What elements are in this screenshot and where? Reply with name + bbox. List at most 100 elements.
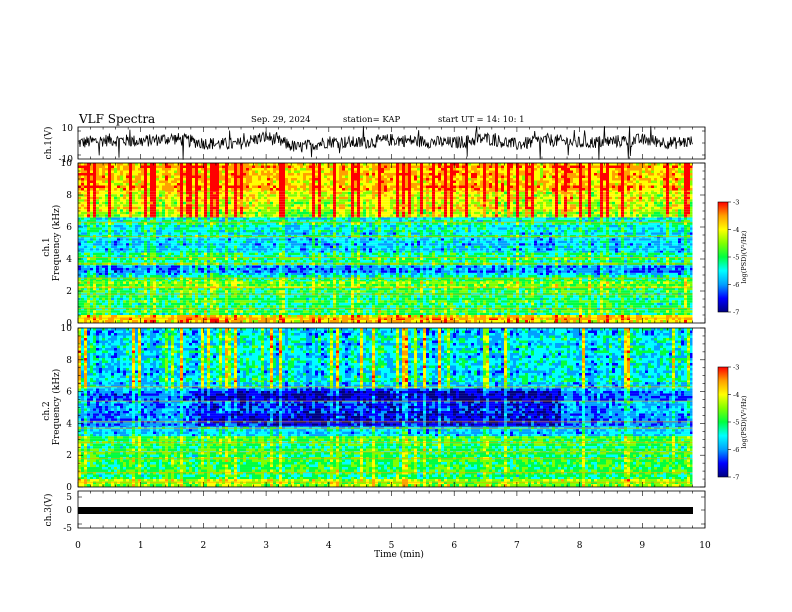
ch1-spec-cell xyxy=(387,315,390,318)
ch1-spec-cell xyxy=(618,290,621,293)
ch1-spec-cell xyxy=(90,315,93,318)
ch1-spec-cell xyxy=(549,320,552,323)
ch1-spec-cell xyxy=(585,315,588,318)
ch1-spec-cell xyxy=(132,315,135,318)
ch1-spec-cell xyxy=(513,290,516,293)
ch1-spec-cell xyxy=(654,290,657,293)
ch1-spec-cell xyxy=(546,320,549,323)
ch1-spec-cell xyxy=(291,290,294,293)
ch1-spec-cell xyxy=(390,315,393,318)
ch1-spec-cell xyxy=(375,320,378,323)
ch1-spec-cell xyxy=(687,315,690,318)
ch1-spec-cell xyxy=(621,290,624,293)
ch1-spec-cell xyxy=(201,315,204,318)
ch1-spec-cell xyxy=(396,290,399,293)
ch1-spec-cell xyxy=(180,290,183,293)
ch1-spec-cell xyxy=(543,315,546,318)
ch1-spec-cell xyxy=(519,315,522,318)
ch1-spec-cell xyxy=(624,315,627,318)
ch1-spec-cell xyxy=(519,320,522,323)
ch1-spec-cell xyxy=(213,290,216,293)
ch1-spec-cell xyxy=(81,290,84,293)
ch1-spec-cell xyxy=(549,290,552,293)
ch1-spec-cell xyxy=(555,320,558,323)
ch1-spec-cell xyxy=(624,290,627,293)
ch1-spec-cell xyxy=(417,320,420,323)
ch1-spec-cell xyxy=(252,290,255,293)
ch1-spec-cell xyxy=(285,290,288,293)
ch1-spec-cell xyxy=(405,320,408,323)
ch1-spec-cell xyxy=(186,315,189,318)
ch1-spec-cell xyxy=(264,315,267,318)
ch1-spec-cell xyxy=(216,320,219,323)
ch1-spec-cell xyxy=(579,290,582,293)
ch1-spec-cell xyxy=(570,315,573,318)
ch1-spec-cell xyxy=(684,290,687,293)
ch1-spec-cell xyxy=(531,315,534,318)
ch1-spec-cell xyxy=(354,320,357,323)
ch1-spec-cell xyxy=(372,290,375,293)
ch1-spec-cell xyxy=(471,320,474,323)
ch1-spec-cell xyxy=(567,315,570,318)
ch1-spec-cell xyxy=(384,320,387,323)
ch1-spec-cell xyxy=(102,315,105,318)
ch1-spec-cell xyxy=(291,315,294,318)
ch1-spec-cell xyxy=(285,320,288,323)
ch1-spec-cell xyxy=(96,315,99,318)
ch1-spec-cell xyxy=(669,315,672,318)
ch1-spec-cell xyxy=(429,320,432,323)
ch1-spec-cell xyxy=(435,315,438,318)
ch1-spec-cell xyxy=(672,290,675,293)
ch1-spec-cell xyxy=(618,320,621,323)
ch1-spec-cell xyxy=(495,290,498,293)
ch1-spec-cell xyxy=(294,320,297,323)
ch1-spec-cell xyxy=(183,315,186,318)
ch1-spec-cell xyxy=(327,290,330,293)
ch1-spec-cell xyxy=(504,290,507,293)
ch1-spec-cell xyxy=(378,320,381,323)
ch1-ytick-top: 10 xyxy=(62,124,74,134)
ch1-spec-cell xyxy=(579,315,582,318)
ch1-spec-cell xyxy=(432,315,435,318)
ch1-spec-cell xyxy=(498,315,501,318)
ch1-spec-cell xyxy=(402,320,405,323)
ch1-spec-cell xyxy=(240,290,243,293)
ch1-spec-cell xyxy=(648,315,651,318)
ch1-spec-cell xyxy=(438,315,441,318)
ch1-spec-cell xyxy=(162,320,165,323)
ch1-spec-cell xyxy=(312,315,315,318)
ch1-spec-cell xyxy=(657,320,660,323)
ch1-spec-cell xyxy=(606,290,609,293)
ch1-spec-cell xyxy=(423,320,426,323)
ch1-spec-cell xyxy=(210,315,213,318)
ch1-spec-cell xyxy=(582,320,585,323)
ch1-spec-cell xyxy=(669,320,672,323)
ch1-spec-cell xyxy=(588,320,591,323)
ch1-spec-cell xyxy=(171,315,174,318)
ch1-spec-cell xyxy=(309,290,312,293)
ch1-spec-cell xyxy=(636,315,639,318)
vlf-spectra-figure: VLF Spectra Sep. 29, 2024 station= KAP s… xyxy=(0,0,792,612)
ch1-spec-cell xyxy=(351,290,354,293)
ch1-spec-cell xyxy=(102,320,105,323)
ch1-spec-cell xyxy=(585,320,588,323)
ch1-spec-cell xyxy=(264,320,267,323)
ch1-spec-cell xyxy=(345,290,348,293)
ch1-spec-cell xyxy=(324,315,327,318)
ch1-spec-cell xyxy=(483,320,486,323)
ch1-spec-cell xyxy=(537,290,540,293)
ch1-spec-cell xyxy=(612,320,615,323)
ch1-spec-cell xyxy=(687,320,690,323)
ch1-spec-cell xyxy=(303,290,306,293)
ch1-spec-cell xyxy=(495,315,498,318)
ch1-spec-cell xyxy=(609,320,612,323)
ch1-ylabel: ch.1(V) xyxy=(43,127,54,160)
ch1-spec-cell xyxy=(195,290,198,293)
ch1-spec-cell xyxy=(612,290,615,293)
ch1-spec-cell xyxy=(597,320,600,323)
ch1-spec-cell xyxy=(321,290,324,293)
ch1-spec-cell xyxy=(312,290,315,293)
ch1-spec-cell xyxy=(198,315,201,318)
ch1-spec-cell xyxy=(243,290,246,293)
ch1-spec-cell xyxy=(207,290,210,293)
